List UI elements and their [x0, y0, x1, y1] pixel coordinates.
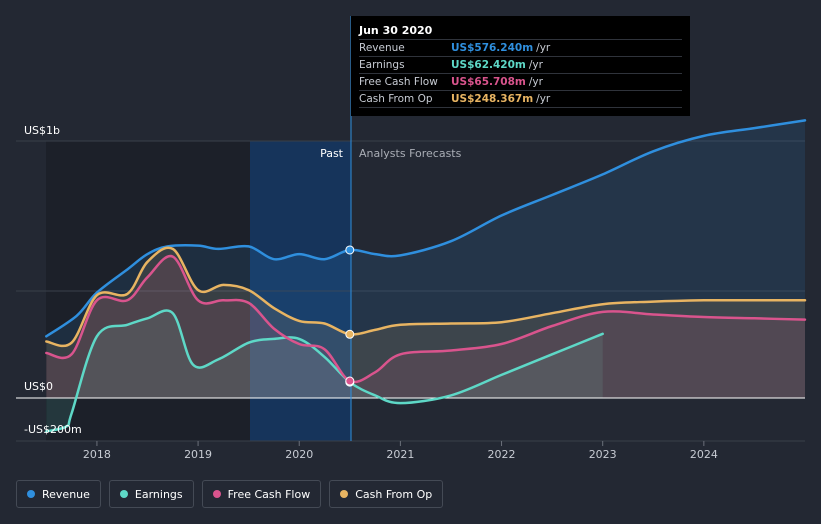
tooltip-row-cash-from-op: Cash From Op US$248.367m /yr [359, 90, 682, 108]
y-tick-label: US$1b [24, 124, 60, 137]
tooltip-row-free-cash-flow: Free Cash Flow US$65.708m /yr [359, 73, 682, 90]
tooltip-label: Cash From Op [359, 93, 433, 105]
series-lines [45, 119, 807, 433]
free-cash-flow-line [45, 254, 807, 384]
y-tick-label: US$0 [24, 380, 53, 393]
tooltip-unit: /yr [536, 93, 551, 105]
x-axis-ticks: 2018 2019 2020 2021 2022 2023 2024 [83, 441, 718, 461]
x-tick-label: 2018 [83, 448, 111, 461]
tooltip-label: Revenue [359, 42, 405, 54]
tooltip-value: US$62.420m [451, 59, 526, 71]
x-tick-label: 2020 [285, 448, 313, 461]
legend-label: Free Cash Flow [227, 487, 311, 501]
revenue-area [46, 120, 806, 399]
x-tick-label: 2024 [690, 448, 718, 461]
earnings-line [45, 309, 604, 433]
legend-item-revenue[interactable]: Revenue [16, 480, 101, 508]
tooltip-label: Earnings [359, 59, 405, 71]
y-axis-labels: US$1b US$0 -US$200m [24, 124, 82, 436]
legend-label: Earnings [134, 487, 183, 501]
y-tick-label: -US$200m [24, 423, 82, 436]
legend-item-cash-from-op[interactable]: Cash From Op [329, 480, 444, 508]
tooltip-row-revenue: Revenue US$576.240m /yr [359, 39, 682, 56]
legend-label: Revenue [42, 487, 90, 501]
past-label: Past [320, 147, 344, 160]
tooltip-unit: /yr [528, 59, 543, 71]
legend-item-free-cash-flow[interactable]: Free Cash Flow [201, 480, 322, 508]
revenue-dot-icon [27, 490, 35, 498]
legend-label: Cash From Op [355, 487, 433, 501]
free-cash-flow-dot-icon [212, 490, 221, 498]
cash-from-op-marker [345, 329, 355, 339]
tooltip-date: Jun 30 2020 [359, 24, 433, 37]
series-markers [345, 245, 355, 387]
tooltip-row-earnings: Earnings US$62.420m /yr [359, 56, 682, 73]
tooltip-unit: /yr [528, 76, 543, 88]
tooltip-unit: /yr [536, 42, 551, 54]
x-tick-label: 2022 [488, 448, 516, 461]
gridlines [16, 140, 805, 442]
free-cash-flow-area [46, 256, 806, 398]
tooltip-value: US$65.708m [451, 76, 526, 88]
tooltip-label: Free Cash Flow [359, 76, 438, 88]
earnings-dot-icon [119, 490, 128, 498]
cash-from-op-area [46, 247, 806, 398]
x-tick-label: 2019 [184, 448, 212, 461]
legend: Revenue Earnings Free Cash Flow Cash Fro… [16, 480, 444, 508]
tooltip-value: US$576.240m [451, 42, 534, 54]
x-tick-label: 2023 [589, 448, 617, 461]
revenue-line [45, 119, 807, 338]
x-tick-label: 2021 [386, 448, 414, 461]
cash-from-op-dot-icon [340, 490, 349, 498]
revenue-marker [345, 245, 355, 255]
tooltip-value: US$248.367m [451, 93, 534, 105]
series-areas [46, 120, 806, 432]
forecast-label: Analysts Forecasts [359, 147, 462, 160]
tooltip: Jun 30 2020 Revenue US$576.240m /yr Earn… [351, 16, 690, 116]
earnings-area [46, 310, 603, 432]
cash-from-op-line [45, 246, 807, 348]
free-cash-flow-marker [345, 376, 355, 386]
legend-item-earnings[interactable]: Earnings [108, 480, 194, 508]
